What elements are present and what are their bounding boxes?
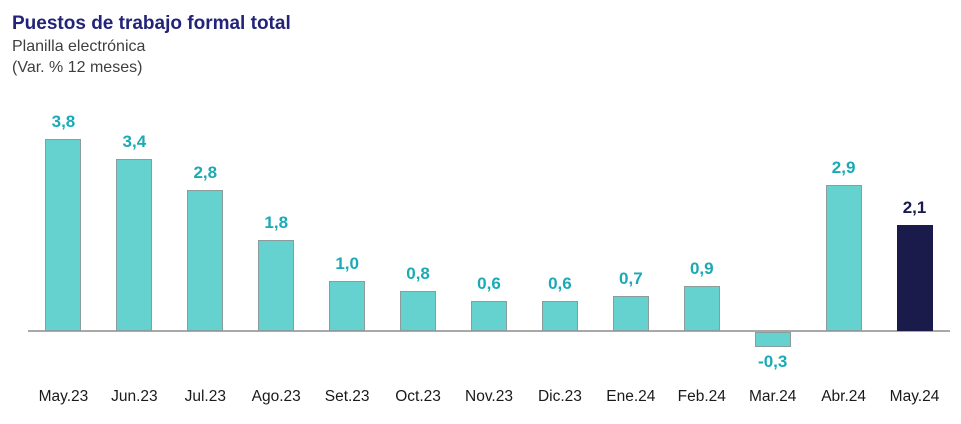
- bar-Ago.23: [258, 240, 295, 331]
- x-tick-label: May.23: [38, 388, 89, 405]
- bar-value-label: -0,3: [758, 352, 788, 372]
- bar-Abr.24: [825, 184, 862, 331]
- x-tick-label: Dic.23: [537, 388, 582, 405]
- bar-May.23: [45, 139, 82, 331]
- bar-Feb.24: [683, 285, 720, 331]
- bar-value-label: 2,1: [902, 197, 927, 217]
- bar-Jun.23: [116, 159, 153, 331]
- bar-Oct.23: [400, 290, 437, 331]
- x-tick-label: Abr.24: [821, 388, 866, 405]
- x-tick-label: Mar.24: [748, 388, 797, 405]
- bar-Ene.24: [612, 295, 649, 331]
- bar-value-label: 2,9: [831, 157, 856, 177]
- x-tick-label: Ene.24: [606, 388, 656, 405]
- bar-value-label: 0,7: [619, 268, 643, 288]
- x-tick-label: May.24: [889, 388, 940, 405]
- chart-header: Puestos de trabajo formal total Planilla…: [12, 12, 291, 78]
- x-tick-label: Feb.24: [677, 388, 726, 405]
- bar-value-label: 3,8: [51, 112, 76, 132]
- bar-Nov.23: [471, 300, 507, 331]
- bar-value-label: 0,6: [548, 273, 572, 293]
- x-axis-line: [28, 330, 950, 332]
- bar-value-label: 3,4: [122, 132, 147, 152]
- chart-subtitle-source: Planilla electrónica: [12, 37, 146, 55]
- chart-subtitle-units: (Var. % 12 meses): [12, 58, 143, 76]
- x-tick-label: Ago.23: [251, 388, 301, 405]
- x-tick-label: Oct.23: [395, 388, 441, 405]
- x-tick-label: Jul.23: [184, 388, 226, 405]
- chart-title: Puestos de trabajo formal total: [12, 13, 291, 34]
- bar-Dic.23: [541, 300, 578, 331]
- bar-value-label: 1,8: [264, 213, 289, 233]
- bar-value-label: 0,8: [406, 263, 430, 283]
- bar-value-label: 2,8: [193, 162, 218, 182]
- bar-Mar.24: [754, 332, 791, 348]
- bar-Set.23: [329, 280, 366, 331]
- bar-Jul.23: [187, 189, 224, 331]
- x-tick-label: Jun.23: [111, 388, 158, 405]
- bar-value-label: 1,0: [335, 253, 359, 273]
- bar-May.24: [896, 224, 933, 331]
- x-tick-label: Set.23: [324, 388, 370, 405]
- x-tick-label: Nov.23: [465, 388, 513, 405]
- bar-value-label: 0,6: [477, 273, 501, 293]
- bar-value-label: 0,9: [689, 258, 714, 278]
